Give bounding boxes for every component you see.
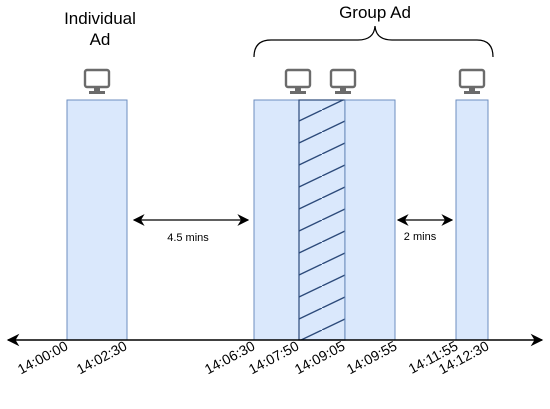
monitor-icon <box>329 68 357 96</box>
tick-label: 14:00:00 <box>15 337 71 377</box>
tick-label: 14:02:30 <box>74 337 130 377</box>
monitor-icon <box>83 68 111 96</box>
individual-ad-label-line2: Ad <box>90 30 111 49</box>
individual-ad-label-line1: Individual <box>64 9 136 28</box>
group-ad-bar-1 <box>253 99 300 341</box>
group-ad-overlap-hatch <box>298 99 346 341</box>
monitor-icon <box>458 68 486 96</box>
individual-ad-bar <box>66 99 128 341</box>
tick-label: 14:09:55 <box>344 337 400 377</box>
tick-label: 14:09:05 <box>292 337 348 377</box>
group-ad-label: Group Ad <box>339 3 411 22</box>
gap-label-right: 2 mins <box>404 231 437 243</box>
monitor-icon <box>284 68 312 96</box>
group-ad-bar-3 <box>455 99 489 341</box>
gap-label-left: 4.5 mins <box>167 232 209 244</box>
group-ad-bar-2 <box>344 99 396 341</box>
tick-label: 14:07:50 <box>246 337 302 377</box>
group-ad-brace <box>253 25 494 58</box>
